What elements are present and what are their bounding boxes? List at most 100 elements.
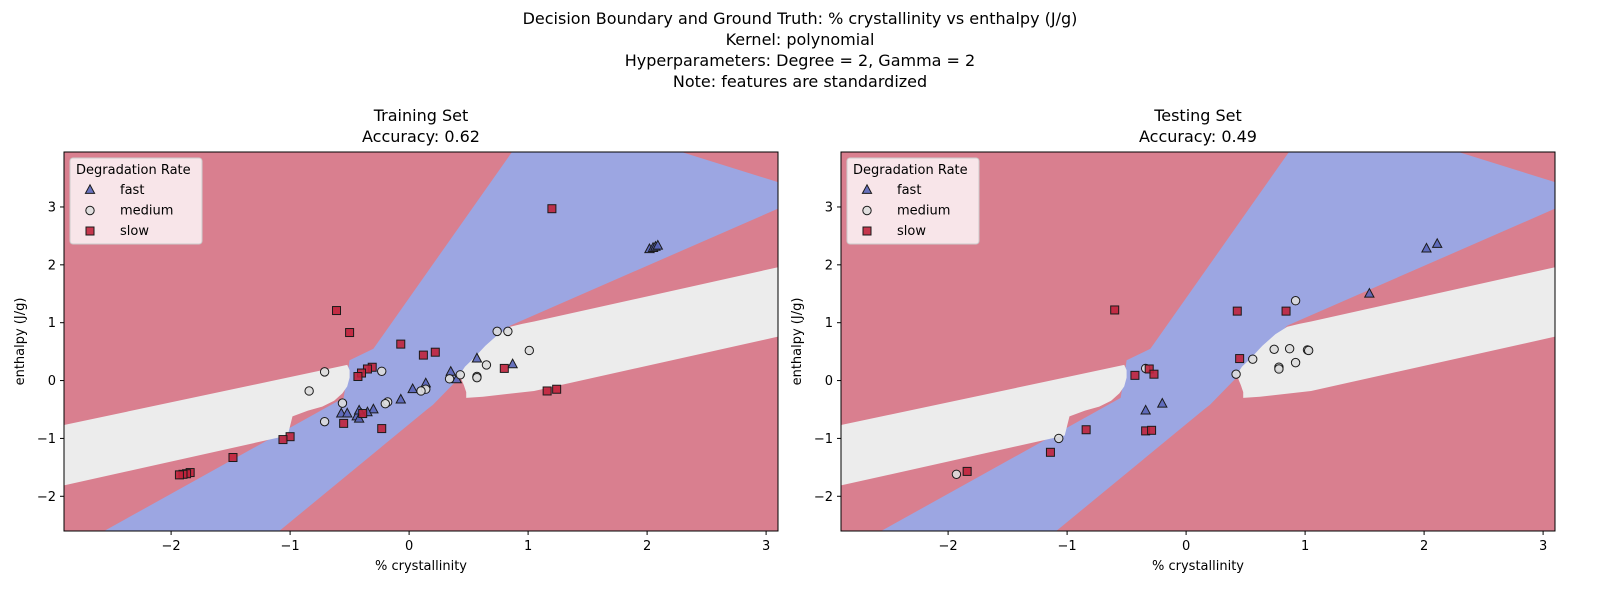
panel-title: Training Set bbox=[373, 106, 469, 125]
point-slow bbox=[358, 409, 368, 419]
point-slow bbox=[1110, 305, 1120, 315]
point-fast bbox=[367, 403, 379, 414]
x-axis-label: % crystallinity bbox=[375, 559, 467, 574]
region-medium-left bbox=[64, 364, 350, 486]
point-slow bbox=[1235, 354, 1245, 364]
point-slow bbox=[174, 470, 184, 480]
panel-subtitle: Accuracy: 0.62 bbox=[362, 127, 480, 146]
x-tick-label: −2 bbox=[162, 539, 181, 554]
legend-label-medium: medium bbox=[897, 204, 950, 219]
point-fast bbox=[1363, 287, 1375, 298]
point-medium bbox=[472, 372, 482, 383]
point-fast bbox=[507, 358, 519, 369]
region-medium-right bbox=[460, 267, 778, 398]
y-axis-label: enthalpy (J/g) bbox=[790, 298, 805, 386]
point-slow bbox=[552, 384, 562, 394]
point-slow bbox=[430, 347, 440, 357]
point-slow bbox=[1144, 364, 1154, 374]
suptitle-line-2: Kernel: polynomial bbox=[725, 30, 875, 49]
point-slow bbox=[339, 418, 349, 428]
point-fast bbox=[1140, 404, 1152, 415]
point-slow bbox=[1147, 425, 1157, 435]
legend-label-slow: slow bbox=[120, 224, 149, 239]
x-tick-label: 1 bbox=[524, 539, 532, 554]
legend-box bbox=[69, 157, 203, 245]
point-slow bbox=[1149, 369, 1159, 379]
x-tick-label: 0 bbox=[1182, 539, 1190, 554]
point-medium bbox=[380, 399, 390, 409]
panel-testing: −2 −1 0 1 2 3 −2 −1 0 1 2 3 Testing Set Accuracy: 0.4… bbox=[790, 106, 1556, 574]
point-slow bbox=[1081, 425, 1091, 435]
point-medium bbox=[319, 416, 330, 427]
suptitle-line-3: Hyperparameters: Degree = 2, Gamma = 2 bbox=[624, 51, 976, 70]
x-tick-label: −1 bbox=[1058, 539, 1077, 554]
x-axis-label: % crystallinity bbox=[1152, 559, 1244, 574]
data-points bbox=[174, 204, 664, 480]
legend-label-medium: medium bbox=[120, 204, 173, 219]
point-fast bbox=[395, 393, 407, 404]
point-slow bbox=[1281, 306, 1291, 316]
point-medium bbox=[524, 345, 534, 356]
legend-marker-slow bbox=[85, 226, 95, 236]
region-fast bbox=[104, 152, 778, 531]
point-medium bbox=[444, 374, 455, 384]
point-medium bbox=[416, 386, 426, 396]
plot-frame bbox=[63, 151, 779, 532]
legend-label-slow: slow bbox=[897, 224, 926, 239]
point-medium bbox=[1274, 364, 1284, 374]
point-slow bbox=[396, 339, 406, 349]
legend-title: Degradation Rate bbox=[76, 163, 191, 178]
y-tick-label: 0 bbox=[825, 374, 833, 389]
region-medium-right bbox=[1237, 267, 1555, 398]
point-medium bbox=[319, 367, 330, 377]
point-medium bbox=[1290, 357, 1301, 368]
point-slow bbox=[228, 453, 238, 463]
x-tick-label: 0 bbox=[405, 539, 413, 554]
point-medium bbox=[951, 469, 962, 479]
point-slow bbox=[1130, 370, 1140, 380]
panel-subtitle: Accuracy: 0.49 bbox=[1139, 127, 1257, 146]
panel-title: Testing Set bbox=[1153, 106, 1242, 125]
legend-marker-medium bbox=[862, 205, 872, 216]
point-medium bbox=[455, 370, 465, 380]
x-tick-label: −1 bbox=[281, 539, 300, 554]
point-fast bbox=[407, 382, 419, 394]
point-fast bbox=[1421, 242, 1432, 253]
legend-marker-medium bbox=[85, 205, 95, 216]
point-fast bbox=[341, 407, 353, 418]
suptitle-line-1: Decision Boundary and Ground Truth: % cr… bbox=[522, 9, 1078, 28]
point-slow bbox=[1232, 306, 1242, 316]
point-slow bbox=[278, 435, 288, 445]
point-fast bbox=[1431, 237, 1443, 248]
y-tick-label: 2 bbox=[48, 258, 56, 273]
legend-label-fast: fast bbox=[897, 183, 921, 198]
data-points bbox=[951, 237, 1443, 479]
x-tick-label: 1 bbox=[1301, 539, 1309, 554]
point-medium bbox=[503, 326, 513, 337]
point-medium bbox=[337, 398, 348, 408]
y-tick-label: 2 bbox=[825, 258, 833, 273]
y-tick-label: −1 bbox=[814, 432, 833, 447]
point-medium bbox=[377, 366, 387, 376]
point-slow bbox=[1045, 447, 1055, 457]
legend-marker-fast bbox=[861, 183, 873, 194]
y-tick-label: −1 bbox=[37, 432, 56, 447]
point-medium bbox=[492, 326, 502, 337]
x-tick-label: 3 bbox=[1539, 539, 1547, 554]
point-fast bbox=[471, 352, 483, 363]
y-tick-label: −2 bbox=[37, 490, 56, 505]
legend: Degradation Rate fast medium slow bbox=[846, 157, 980, 245]
x-tick-label: 2 bbox=[1420, 539, 1428, 554]
y-tick-label: −2 bbox=[814, 490, 833, 505]
point-medium bbox=[1303, 345, 1314, 356]
point-medium bbox=[481, 360, 492, 370]
point-slow bbox=[962, 466, 972, 476]
point-medium bbox=[1231, 369, 1241, 379]
legend: Degradation Rate fast medium slow bbox=[69, 157, 203, 245]
x-tick-label: −2 bbox=[939, 539, 958, 554]
point-slow bbox=[332, 306, 342, 316]
region-fast bbox=[881, 152, 1555, 531]
legend-marker-fast bbox=[84, 183, 96, 194]
legend-label-fast: fast bbox=[120, 183, 144, 198]
point-medium bbox=[1248, 354, 1258, 364]
